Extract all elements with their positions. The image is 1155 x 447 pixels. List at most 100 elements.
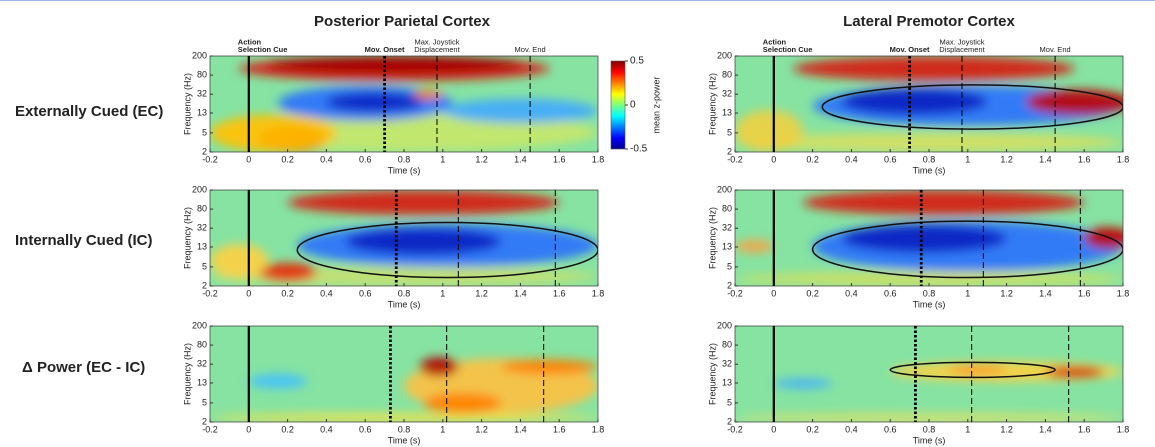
colorbar-tick-label: -0.5 xyxy=(630,144,648,155)
x-tick-label: -0.2 xyxy=(202,288,218,298)
y-tick-label: 2 xyxy=(202,146,207,156)
y-axis-label: Frequency (Hz) xyxy=(182,207,192,269)
x-axis-label: Time (s) xyxy=(913,299,946,309)
heat-region xyxy=(248,374,307,389)
y-tick-label: 13 xyxy=(197,241,207,251)
y-tick-label: 5 xyxy=(202,261,207,271)
x-tick-label: -0.2 xyxy=(727,288,743,298)
x-tick-label: 1.2 xyxy=(475,424,488,434)
x-tick-label: 0.4 xyxy=(845,288,858,298)
x-tick-label: 0.6 xyxy=(884,288,897,298)
event-label: Action xyxy=(763,37,787,46)
x-tick-label: 0.6 xyxy=(359,424,372,434)
heat-region xyxy=(802,190,1085,216)
x-tick-label: 1.4 xyxy=(514,288,527,298)
event-label: Max. Joystick xyxy=(939,37,984,46)
heatmap xyxy=(735,190,1123,286)
y-tick-label: 2 xyxy=(202,280,207,290)
x-tick-label: 0 xyxy=(771,288,776,298)
heatmap xyxy=(210,190,598,286)
heatmap xyxy=(210,326,598,422)
x-tick-label: 1 xyxy=(440,288,445,298)
x-tick-label: 1.2 xyxy=(1000,288,1013,298)
x-tick-label: 1.4 xyxy=(514,424,527,434)
x-tick-label: 0.6 xyxy=(884,154,897,164)
x-axis-label: Time (s) xyxy=(388,435,421,445)
x-axis-label: Time (s) xyxy=(388,165,421,175)
x-tick-label: 1.6 xyxy=(1078,424,1091,434)
x-tick-label: 0.2 xyxy=(281,424,294,434)
x-tick-label: 0.8 xyxy=(923,288,936,298)
colorbar xyxy=(610,60,626,150)
y-tick-label: 2 xyxy=(202,416,207,426)
x-tick-label: 1.2 xyxy=(1000,424,1013,434)
x-tick-label: 0.8 xyxy=(398,288,411,298)
y-tick-label: 32 xyxy=(722,359,732,369)
heatmap xyxy=(735,326,1123,422)
y-axis-label: Frequency (Hz) xyxy=(182,73,192,135)
x-axis-label: Time (s) xyxy=(388,299,421,309)
x-tick-label: 1 xyxy=(965,288,970,298)
column-title: Posterior Parietal Cortex xyxy=(314,13,491,30)
cluster-outline xyxy=(889,361,1056,379)
event-label: Action xyxy=(238,37,262,46)
heat-region xyxy=(1026,89,1123,115)
x-tick-label: 1.8 xyxy=(592,424,605,434)
event-label: Max. Joystick xyxy=(414,37,459,46)
event-label: Mov. End xyxy=(1040,45,1071,54)
x-tick-label: 0 xyxy=(246,154,251,164)
y-tick-label: 80 xyxy=(722,69,732,79)
y-tick-label: 32 xyxy=(197,359,207,369)
x-tick-label: 0.6 xyxy=(359,288,372,298)
y-tick-label: 32 xyxy=(197,223,207,233)
y-tick-label: 80 xyxy=(197,203,207,213)
x-axis-label: Time (s) xyxy=(913,435,946,445)
heat-region xyxy=(413,89,443,100)
heat-region xyxy=(258,263,317,282)
heatmap-blobs xyxy=(735,56,1123,152)
x-tick-label: 0.6 xyxy=(359,154,372,164)
y-tick-label: 13 xyxy=(722,241,732,251)
heat-region xyxy=(1045,366,1104,378)
x-tick-label: 1.8 xyxy=(1117,424,1130,434)
x-tick-label: 1 xyxy=(965,424,970,434)
y-tick-label: 5 xyxy=(727,261,732,271)
x-tick-label: 0.6 xyxy=(884,424,897,434)
x-tick-label: 0 xyxy=(771,424,776,434)
y-tick-label: 5 xyxy=(727,127,732,137)
heat-region xyxy=(287,190,560,216)
y-tick-label: 13 xyxy=(722,107,732,117)
x-tick-label: 1.4 xyxy=(1039,154,1052,164)
event-label: Displacement xyxy=(939,45,985,54)
x-tick-label: 1.8 xyxy=(1117,288,1130,298)
event-label: Mov. Onset xyxy=(365,45,405,54)
heat-region xyxy=(210,413,598,422)
x-axis-label: Time (s) xyxy=(913,165,946,175)
x-tick-label: 1.2 xyxy=(1000,154,1013,164)
x-tick-label: 0.2 xyxy=(806,424,819,434)
x-tick-label: 0.2 xyxy=(281,288,294,298)
heat-region xyxy=(735,109,803,152)
y-tick-label: 200 xyxy=(717,184,732,194)
heatmap-blobs xyxy=(210,357,598,422)
heat-region xyxy=(210,243,269,278)
x-tick-label: 0.2 xyxy=(281,154,294,164)
x-tick-label: 1.6 xyxy=(553,288,566,298)
cluster-outline xyxy=(296,221,598,279)
x-tick-label: 0 xyxy=(771,154,776,164)
colorbar-tick-label: 0.5 xyxy=(630,56,644,67)
y-tick-label: 200 xyxy=(192,50,207,60)
heat-region xyxy=(841,224,1007,253)
heat-region xyxy=(326,92,424,112)
colorbar-tick-label: 0 xyxy=(630,100,636,111)
x-tick-label: 1.6 xyxy=(553,154,566,164)
heatmap xyxy=(210,56,598,152)
column-title: Lateral Premotor Cortex xyxy=(843,13,1015,30)
x-tick-label: 0.2 xyxy=(806,288,819,298)
heat-region xyxy=(735,240,774,253)
x-tick-label: -0.2 xyxy=(202,424,218,434)
x-tick-label: 1.2 xyxy=(475,288,488,298)
event-label: Selection Cue xyxy=(238,45,288,54)
heat-region xyxy=(773,378,833,389)
